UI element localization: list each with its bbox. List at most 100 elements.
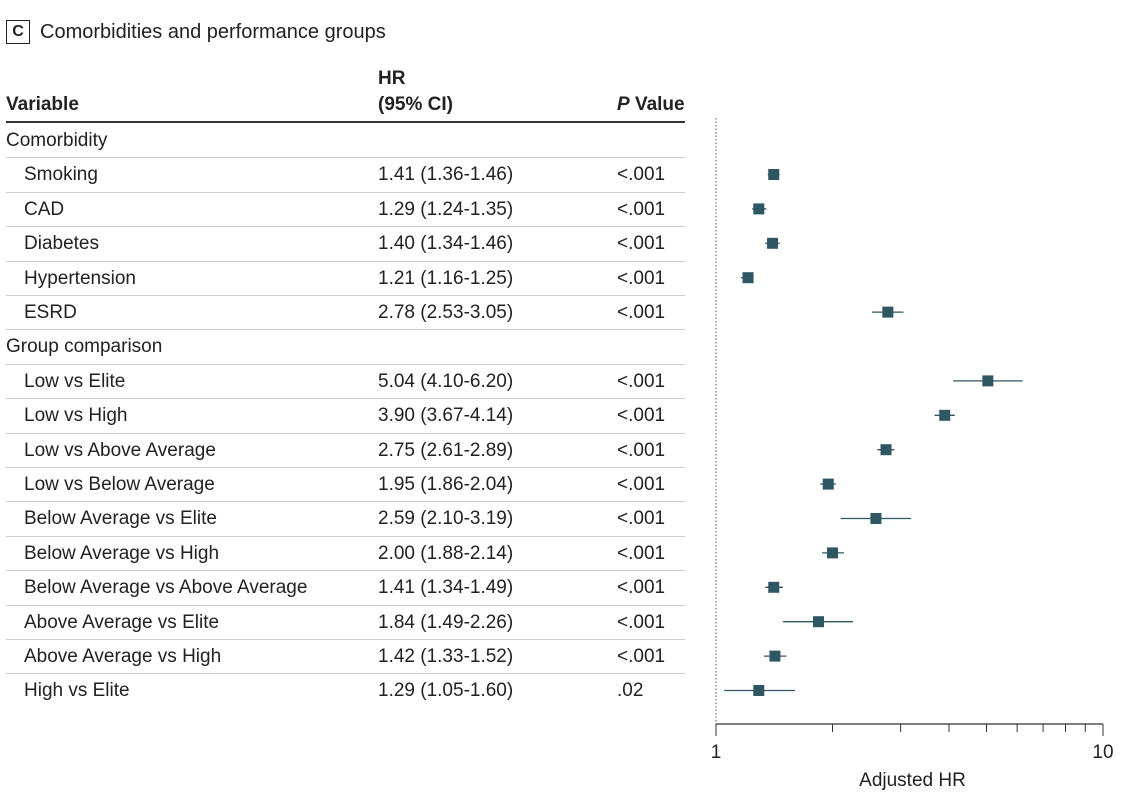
hr-value: 2.75 (2.61-2.89) [378, 439, 514, 461]
column-header-variable: Variable [6, 94, 79, 115]
column-header-p-italic: P [617, 94, 630, 115]
group-row: Group comparison [6, 329, 685, 363]
table-row: Below Average vs Elite 2.59 (2.10-3.19) <.… [6, 501, 685, 535]
hr-value: 5.04 (4.10-6.20) [378, 370, 514, 392]
row-divider [6, 570, 685, 571]
variable-label: Below Average vs Elite [24, 508, 217, 530]
group-row: Comorbidity [6, 123, 685, 157]
variable-label: Low vs Below Average [24, 474, 215, 495]
x-axis-label: Adjusted HR [859, 770, 966, 791]
row-divider [6, 364, 685, 365]
table-row: Low vs Elite 5.04 (4.10-6.20) <.001 [6, 364, 685, 398]
variable-label: Smoking [24, 164, 98, 186]
variable-label: CAD [24, 198, 65, 220]
p-value: <.001 [617, 302, 666, 323]
panel-title: Comorbidities and performance groups [40, 20, 386, 43]
hr-point [870, 513, 882, 524]
variable-label: ESRD [24, 302, 77, 323]
p-value: <.001 [617, 508, 666, 530]
hr-point [753, 685, 765, 696]
hr-point [982, 375, 994, 387]
hr-value: 1.95 (1.86-2.04) [378, 474, 514, 495]
hr-point [753, 203, 765, 215]
variable-label: Below Average vs Above Average [24, 577, 308, 599]
table-row: Below Average vs High 2.00 (1.88-2.14) <.0… [6, 536, 685, 570]
hr-value: 2.59 (2.10-3.19) [378, 508, 514, 530]
hr-value: 2.78 (2.53-3.05) [378, 302, 514, 323]
p-value: <.001 [617, 198, 666, 220]
p-value: <.001 [617, 164, 666, 186]
row-divider [6, 398, 685, 399]
table-row: Above Average vs High 1.42 (1.33-1.52) <.0… [6, 639, 685, 673]
hr-value: 2.00 (1.88-2.14) [378, 542, 514, 564]
table-row: Low vs Below Average 1.95 (1.86-2.04) <.00… [6, 467, 685, 501]
table-row: Above Average vs Elite 1.84 (1.49-2.26) <.… [6, 605, 685, 639]
variable-label: High vs Elite [24, 680, 130, 702]
x-tick-label: 1 [711, 742, 722, 763]
table-row: Low vs High 3.90 (3.67-4.14) <.001 [6, 398, 685, 432]
column-header-p-rest: Value [629, 94, 685, 115]
variable-label: Above Average vs Elite [24, 611, 220, 633]
p-value: <.001 [617, 474, 666, 495]
row-divider [6, 605, 685, 606]
panel-letter: C [6, 20, 30, 44]
row-divider [6, 226, 685, 227]
hr-point [769, 650, 781, 662]
hr-value: 1.41 (1.34-1.49) [378, 577, 514, 599]
p-value: <.001 [617, 405, 666, 427]
hr-point [768, 581, 780, 593]
p-value: <.001 [617, 646, 666, 667]
hr-point [812, 616, 824, 628]
hr-point [882, 306, 894, 318]
column-header-hr: HR (95% CI) [378, 66, 453, 118]
row-divider [6, 673, 685, 674]
row-divider [6, 639, 685, 640]
row-divider [6, 261, 685, 262]
group-label: Comorbidity [6, 130, 108, 151]
variable-label: Diabetes [24, 233, 99, 255]
column-header-hr-line1: HR [378, 68, 406, 89]
variable-label: Low vs Elite [24, 370, 126, 392]
column-header-p-value: P Value [617, 92, 685, 118]
p-value: .02 [617, 680, 644, 702]
hr-point [826, 547, 838, 559]
hr-point [880, 444, 892, 456]
table-row: Diabetes 1.40 (1.34-1.46) <.001 [6, 226, 685, 260]
hr-value: 3.90 (3.67-4.14) [378, 405, 514, 427]
group-label: Group comparison [6, 336, 163, 358]
row-divider [6, 536, 685, 537]
table-row: Hypertension 1.21 (1.16-1.25) <.001 [6, 261, 685, 295]
row-divider [6, 501, 685, 502]
hr-value: 1.29 (1.24-1.35) [378, 198, 514, 220]
p-value: <.001 [617, 542, 666, 564]
table-row: CAD 1.29 (1.24-1.35) <.001 [6, 192, 685, 226]
variable-label: Above Average vs High [24, 646, 222, 667]
table-row: High vs Elite 1.29 (1.05-1.60) .02 [6, 673, 685, 707]
header-rule [6, 121, 685, 123]
variable-label: Low vs High [24, 405, 128, 427]
row-divider [6, 295, 685, 296]
hr-point [939, 409, 951, 421]
row-divider [6, 467, 685, 468]
hr-point [742, 272, 754, 284]
hr-value: 1.40 (1.34-1.46) [378, 233, 514, 255]
table-row: Smoking 1.41 (1.36-1.46) <.001 [6, 157, 685, 191]
hr-value: 1.21 (1.16-1.25) [378, 267, 514, 289]
hr-point [822, 478, 834, 490]
hr-value: 1.42 (1.33-1.52) [378, 646, 514, 667]
table-row: Below Average vs Above Average 1.41 (1.34… [6, 570, 685, 604]
x-tick-label: 10 [1092, 742, 1113, 763]
p-value: <.001 [617, 577, 666, 599]
column-header-hr-line2: (95% CI) [378, 94, 453, 115]
p-value: <.001 [617, 439, 666, 461]
variable-label: Low vs Above Average [24, 439, 216, 461]
variable-label: Below Average vs High [24, 542, 220, 564]
hr-value: 1.41 (1.36-1.46) [378, 164, 514, 186]
row-divider [6, 433, 685, 434]
table-row: ESRD 2.78 (2.53-3.05) <.001 [6, 295, 685, 329]
row-divider [6, 157, 685, 158]
p-value: <.001 [617, 233, 666, 255]
panel-header: C Comorbidities and performance groups [6, 18, 386, 46]
p-value: <.001 [617, 611, 666, 633]
